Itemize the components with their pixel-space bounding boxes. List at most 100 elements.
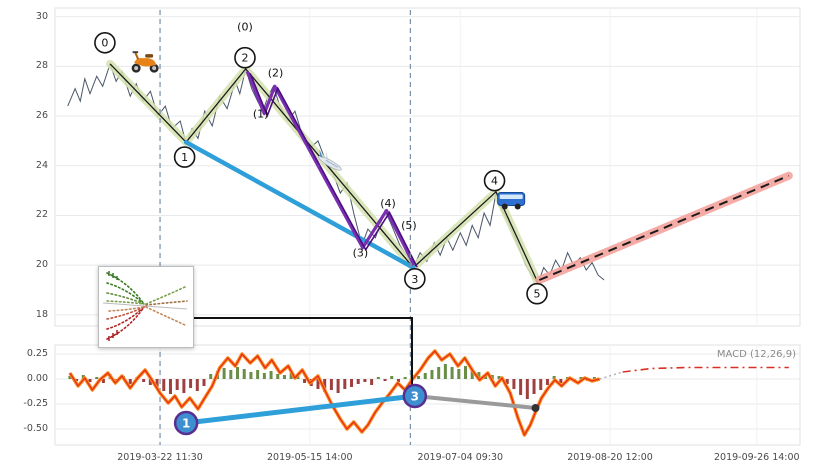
macd-histogram-bar	[81, 375, 85, 379]
macd-histogram-bar	[356, 379, 360, 384]
macd-histogram-bar	[423, 373, 427, 379]
macd-histogram-bar	[222, 368, 226, 379]
inset-pattern-art	[102, 271, 188, 341]
macd-histogram-bar	[269, 371, 273, 379]
macd-histogram-bar	[296, 376, 300, 379]
macd-histogram-bar	[363, 379, 367, 382]
macd-panel-border	[54, 344, 801, 446]
macd-histogram-bar	[182, 379, 186, 393]
macd-wave-circle	[402, 383, 428, 409]
macd-histogram-bar	[457, 369, 461, 379]
macd-histogram-bar	[195, 379, 199, 391]
scooter-icon	[131, 51, 159, 73]
subwave-label: (0)	[237, 20, 253, 33]
macd-histogram-bar	[323, 379, 327, 392]
wave-circle-label: 1	[181, 151, 188, 164]
macd-histogram-bar	[202, 379, 206, 386]
price-y-tick: 20	[35, 259, 48, 271]
wave-circle	[234, 46, 256, 69]
macd-histogram-bar	[249, 372, 253, 379]
macd-histogram-bar	[370, 379, 374, 385]
wave-circle	[526, 282, 548, 305]
subwave-label: (1)	[253, 107, 269, 120]
wave-circle-label: 4	[491, 175, 498, 188]
macd-histogram-bar	[75, 379, 79, 381]
macd-histogram-bar	[579, 377, 583, 379]
macd-histogram-bar	[470, 370, 474, 379]
macd-bridge-dotted	[599, 371, 623, 380]
macd-histogram-bar	[88, 379, 92, 382]
macd-histogram-bar	[539, 379, 543, 390]
wave-circle-label: 0	[101, 37, 108, 50]
macd-histogram-bar	[282, 375, 286, 379]
wave-circle	[483, 169, 506, 192]
macd-wave-circle-label: 1	[182, 416, 190, 430]
macd-histogram-bar	[592, 377, 596, 379]
x-axis-tick: 2019-09-26 14:00	[713, 452, 800, 463]
price-y-tick: 22	[35, 209, 48, 221]
macd-histogram-bar	[463, 366, 467, 379]
macd-gray-line	[412, 394, 538, 410]
price-panel-border	[54, 7, 801, 327]
macd-histogram-bar	[350, 379, 354, 387]
macd-histogram-bar	[101, 379, 105, 383]
macd-histogram-bar	[256, 370, 260, 379]
macd-y-tick: 0.00	[26, 373, 48, 384]
subwave-label: (4)	[380, 197, 396, 210]
macd-histogram-bar	[276, 374, 280, 379]
macd-histogram-bar	[229, 370, 233, 379]
macd-forecast-dashdot	[622, 366, 789, 373]
macd-histogram-bar	[376, 377, 380, 379]
macd-histogram-bar	[525, 379, 529, 399]
macd-wave-circle-label: 3	[411, 389, 419, 403]
macd-histogram-bar	[95, 377, 99, 379]
price-trendline-1-3	[183, 139, 416, 270]
x-axis-tick: 2019-05-15 14:00	[266, 452, 353, 463]
price-y-tick: 24	[35, 159, 48, 171]
x-axis-tick: 2019-08-20 12:00	[567, 452, 653, 463]
wave-circle	[404, 267, 426, 290]
macd-y-tick: -0.50	[23, 423, 48, 434]
macd-histogram-bar	[512, 379, 516, 389]
macd-histogram-bar	[316, 379, 320, 389]
x-axis-tick: 2019-03-22 11:30	[117, 452, 203, 463]
macd-histogram-bar	[490, 375, 494, 379]
macd-histogram-bar	[559, 379, 563, 383]
macd-histogram-bar	[68, 376, 72, 379]
macd-histogram-bar	[336, 379, 340, 393]
macd-histogram-bar	[209, 374, 213, 379]
macd-histogram-bar	[343, 379, 347, 389]
wave-circle-label: 5	[534, 288, 541, 301]
subwave-line-offset	[249, 73, 418, 268]
macd-histogram-bar	[552, 376, 556, 379]
inset-pattern-thumbnail	[98, 266, 194, 348]
macd-histogram-bar	[390, 376, 394, 379]
subwave-label: (2)	[268, 66, 284, 79]
macd-histogram-bar	[289, 373, 293, 379]
macd-histogram-bar	[497, 376, 501, 379]
macd-histogram-bar	[236, 367, 240, 379]
macd-histogram-bar	[437, 367, 441, 379]
macd-histogram-bar	[128, 379, 132, 384]
wave-circle	[94, 31, 116, 54]
macd-histogram-bar	[443, 364, 447, 379]
macd-indicator-label: MACD (12,26,9)	[716, 349, 796, 360]
wave-circle	[173, 146, 196, 168]
price-y-tick: 28	[35, 60, 48, 72]
macd-trendline-1-3	[183, 393, 418, 426]
macd-histogram-bar	[162, 379, 166, 391]
macd-line-core	[69, 350, 600, 436]
macd-histogram-bar	[303, 379, 307, 383]
macd-histogram-bar	[532, 379, 536, 394]
macd-histogram-bar	[545, 379, 549, 385]
macd-histogram-bar	[189, 379, 193, 388]
connector-line	[192, 317, 413, 396]
macd-histogram-bar	[175, 379, 179, 390]
forecast-dash-line	[538, 174, 790, 281]
macd-histogram-bar	[155, 379, 159, 387]
macd-histogram-bar	[148, 379, 152, 385]
price-y-tick: 18	[35, 308, 48, 320]
macd-histogram-bar	[142, 379, 146, 382]
